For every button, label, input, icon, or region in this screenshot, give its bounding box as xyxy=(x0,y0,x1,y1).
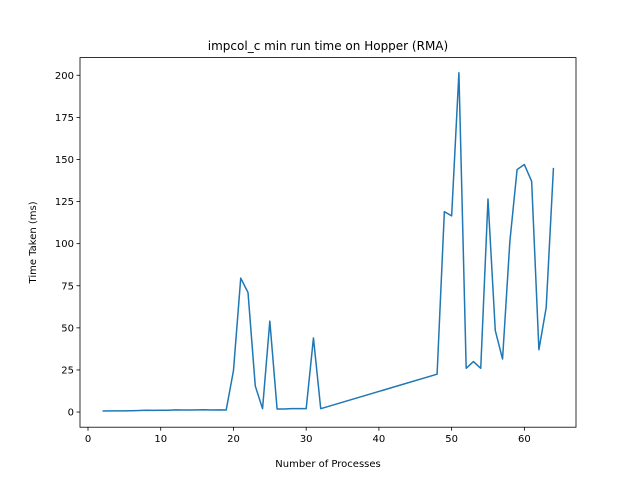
y-tick-label: 150 xyxy=(55,155,74,166)
y-tick-label: 175 xyxy=(55,113,74,124)
x-tick-label: 60 xyxy=(518,434,531,445)
y-tick-label: 25 xyxy=(61,365,74,376)
y-tick-label: 125 xyxy=(55,197,74,208)
y-tick-label: 50 xyxy=(61,323,74,334)
series-line-0 xyxy=(102,72,555,412)
x-tick-label: 20 xyxy=(227,434,240,445)
x-tick-label: 50 xyxy=(445,434,458,445)
x-tick-label: 0 xyxy=(85,434,91,445)
x-tick-label: 30 xyxy=(300,434,313,445)
x-tick-label: 40 xyxy=(373,434,386,445)
plot-area-frame xyxy=(79,57,577,428)
y-tick-label: 75 xyxy=(61,281,74,292)
y-tick-label: 100 xyxy=(55,239,74,250)
y-axis-label: Time Taken (ms) xyxy=(28,201,39,284)
y-tick-label: 0 xyxy=(68,408,74,419)
y-tick-label: 200 xyxy=(55,71,74,82)
x-axis-label: Number of Processes xyxy=(275,459,380,470)
chart-title: impcol_c min run time on Hopper (RMA) xyxy=(208,39,448,53)
x-tick-label: 10 xyxy=(154,434,167,445)
